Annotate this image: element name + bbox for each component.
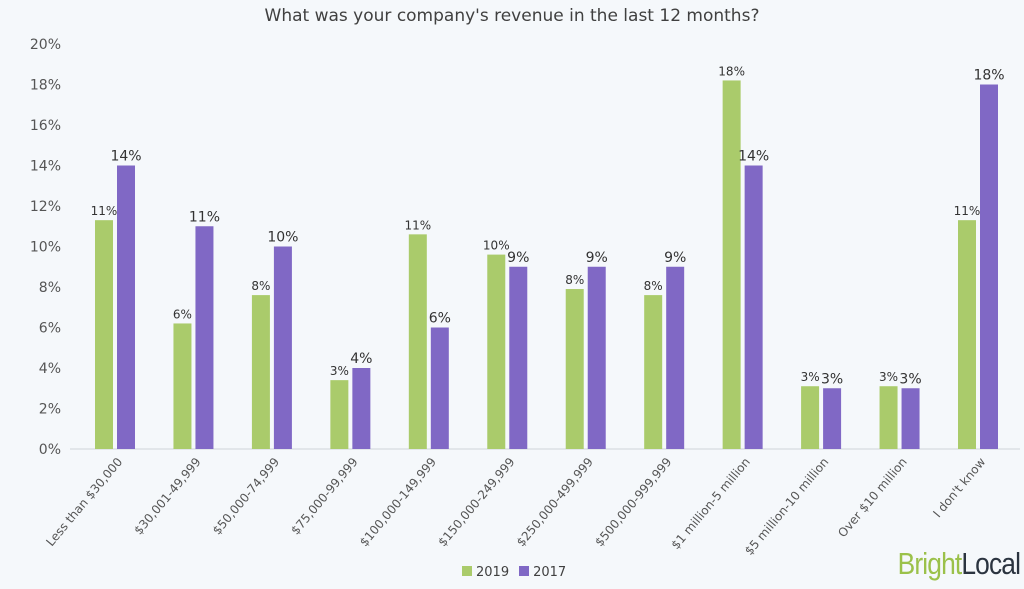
bar-2019 [565,289,584,449]
y-tick-label: 4% [39,361,61,377]
bar-2017 [666,266,685,449]
bar-2019 [879,386,898,449]
y-tick-label: 6% [39,321,61,337]
bar-2017 [744,165,763,449]
bar-2017 [509,266,528,449]
logo-part: Bright [897,546,963,581]
logo-part: Local [961,546,1021,581]
x-tick-label: Over $10 million [835,455,910,540]
x-tick-label: $250,000-499,999 [514,455,596,549]
bar-2019 [801,386,820,449]
x-tick-label: $5 million-10 million [742,455,831,558]
data-label-2019: 10% [483,239,510,253]
y-tick-label: 10% [30,240,61,256]
data-label-2017: 10% [267,230,298,246]
data-label-2019: 11% [404,218,431,232]
data-label-2017: 9% [586,250,608,266]
bar-2017 [273,246,292,449]
bar-2019 [722,80,741,449]
legend-label: 2017 [533,565,567,580]
legend-item-2019: 2019 [462,565,509,580]
brightlocal-logo: BrightLocal [897,546,1021,582]
bar-2019 [408,234,427,449]
legend-label: 2019 [476,565,510,580]
data-label-2019: 8% [644,279,663,293]
data-label-2019: 11% [91,204,118,218]
data-label-2017: 14% [738,149,769,165]
bar-2019 [173,323,192,449]
x-tick-label: $50,000-74,999 [210,455,282,538]
y-tick-label: 0% [39,442,61,458]
y-tick-label: 8% [39,280,61,296]
data-label-2017: 3% [821,371,843,387]
y-tick-label: 18% [30,78,61,94]
y-tick-label: 2% [39,402,61,418]
bar-2019 [487,254,506,449]
data-label-2017: 9% [664,250,686,266]
data-label-2017: 3% [899,371,921,387]
bar-2019 [251,295,270,449]
data-label-2019: 3% [879,370,898,384]
bar-2017 [430,327,449,449]
legend-item-2017: 2017 [519,565,566,580]
bar-2017 [823,388,842,449]
bar-2019 [958,220,976,449]
x-tick-label: $500,000-999,999 [592,455,674,549]
y-tick-label: 16% [30,118,61,134]
legend: 2019 2017 [462,565,566,580]
data-label-2019: 3% [330,364,349,378]
data-label-2019: 8% [565,273,584,287]
bar-2019 [330,380,349,449]
bar-2017 [901,388,920,449]
x-tick-label: Less than $30,000 [43,455,125,549]
data-label-2019: 3% [801,370,820,384]
legend-swatch [519,566,530,576]
data-label-2017: 6% [429,311,451,327]
bar-2017 [980,84,998,449]
data-label-2019: 8% [251,279,270,293]
x-tick-label: $75,000-99,999 [288,455,360,538]
bar-2017 [352,368,371,449]
y-tick-label: 20% [30,37,61,53]
x-tick-label: $1 million-5 million [668,455,753,552]
bar-2019 [95,220,113,449]
data-label-2017: 18% [973,68,1004,84]
data-label-2017: 4% [350,351,372,367]
x-tick-label: $30,001-49,999 [131,455,203,538]
bar-2019 [644,295,663,449]
x-tick-label: $100,000-149,999 [357,455,439,549]
data-label-2019: 11% [954,204,981,218]
bar-2017 [587,266,606,449]
data-label-2019: 6% [173,307,192,321]
x-tick-label: I don't know [930,455,988,520]
chart-title: What was your company's revenue in the l… [264,6,760,26]
data-label-2017: 9% [507,250,529,266]
y-tick-label: 14% [30,159,61,175]
y-tick-label: 12% [30,199,61,215]
data-label-2017: 11% [189,209,220,225]
data-label-2019: 18% [718,64,745,78]
x-tick-label: $150,000-249,999 [435,455,517,549]
bar-2017 [117,165,135,449]
bar-2017 [195,226,214,449]
legend-swatch [462,566,472,576]
data-label-2017: 14% [110,149,141,165]
